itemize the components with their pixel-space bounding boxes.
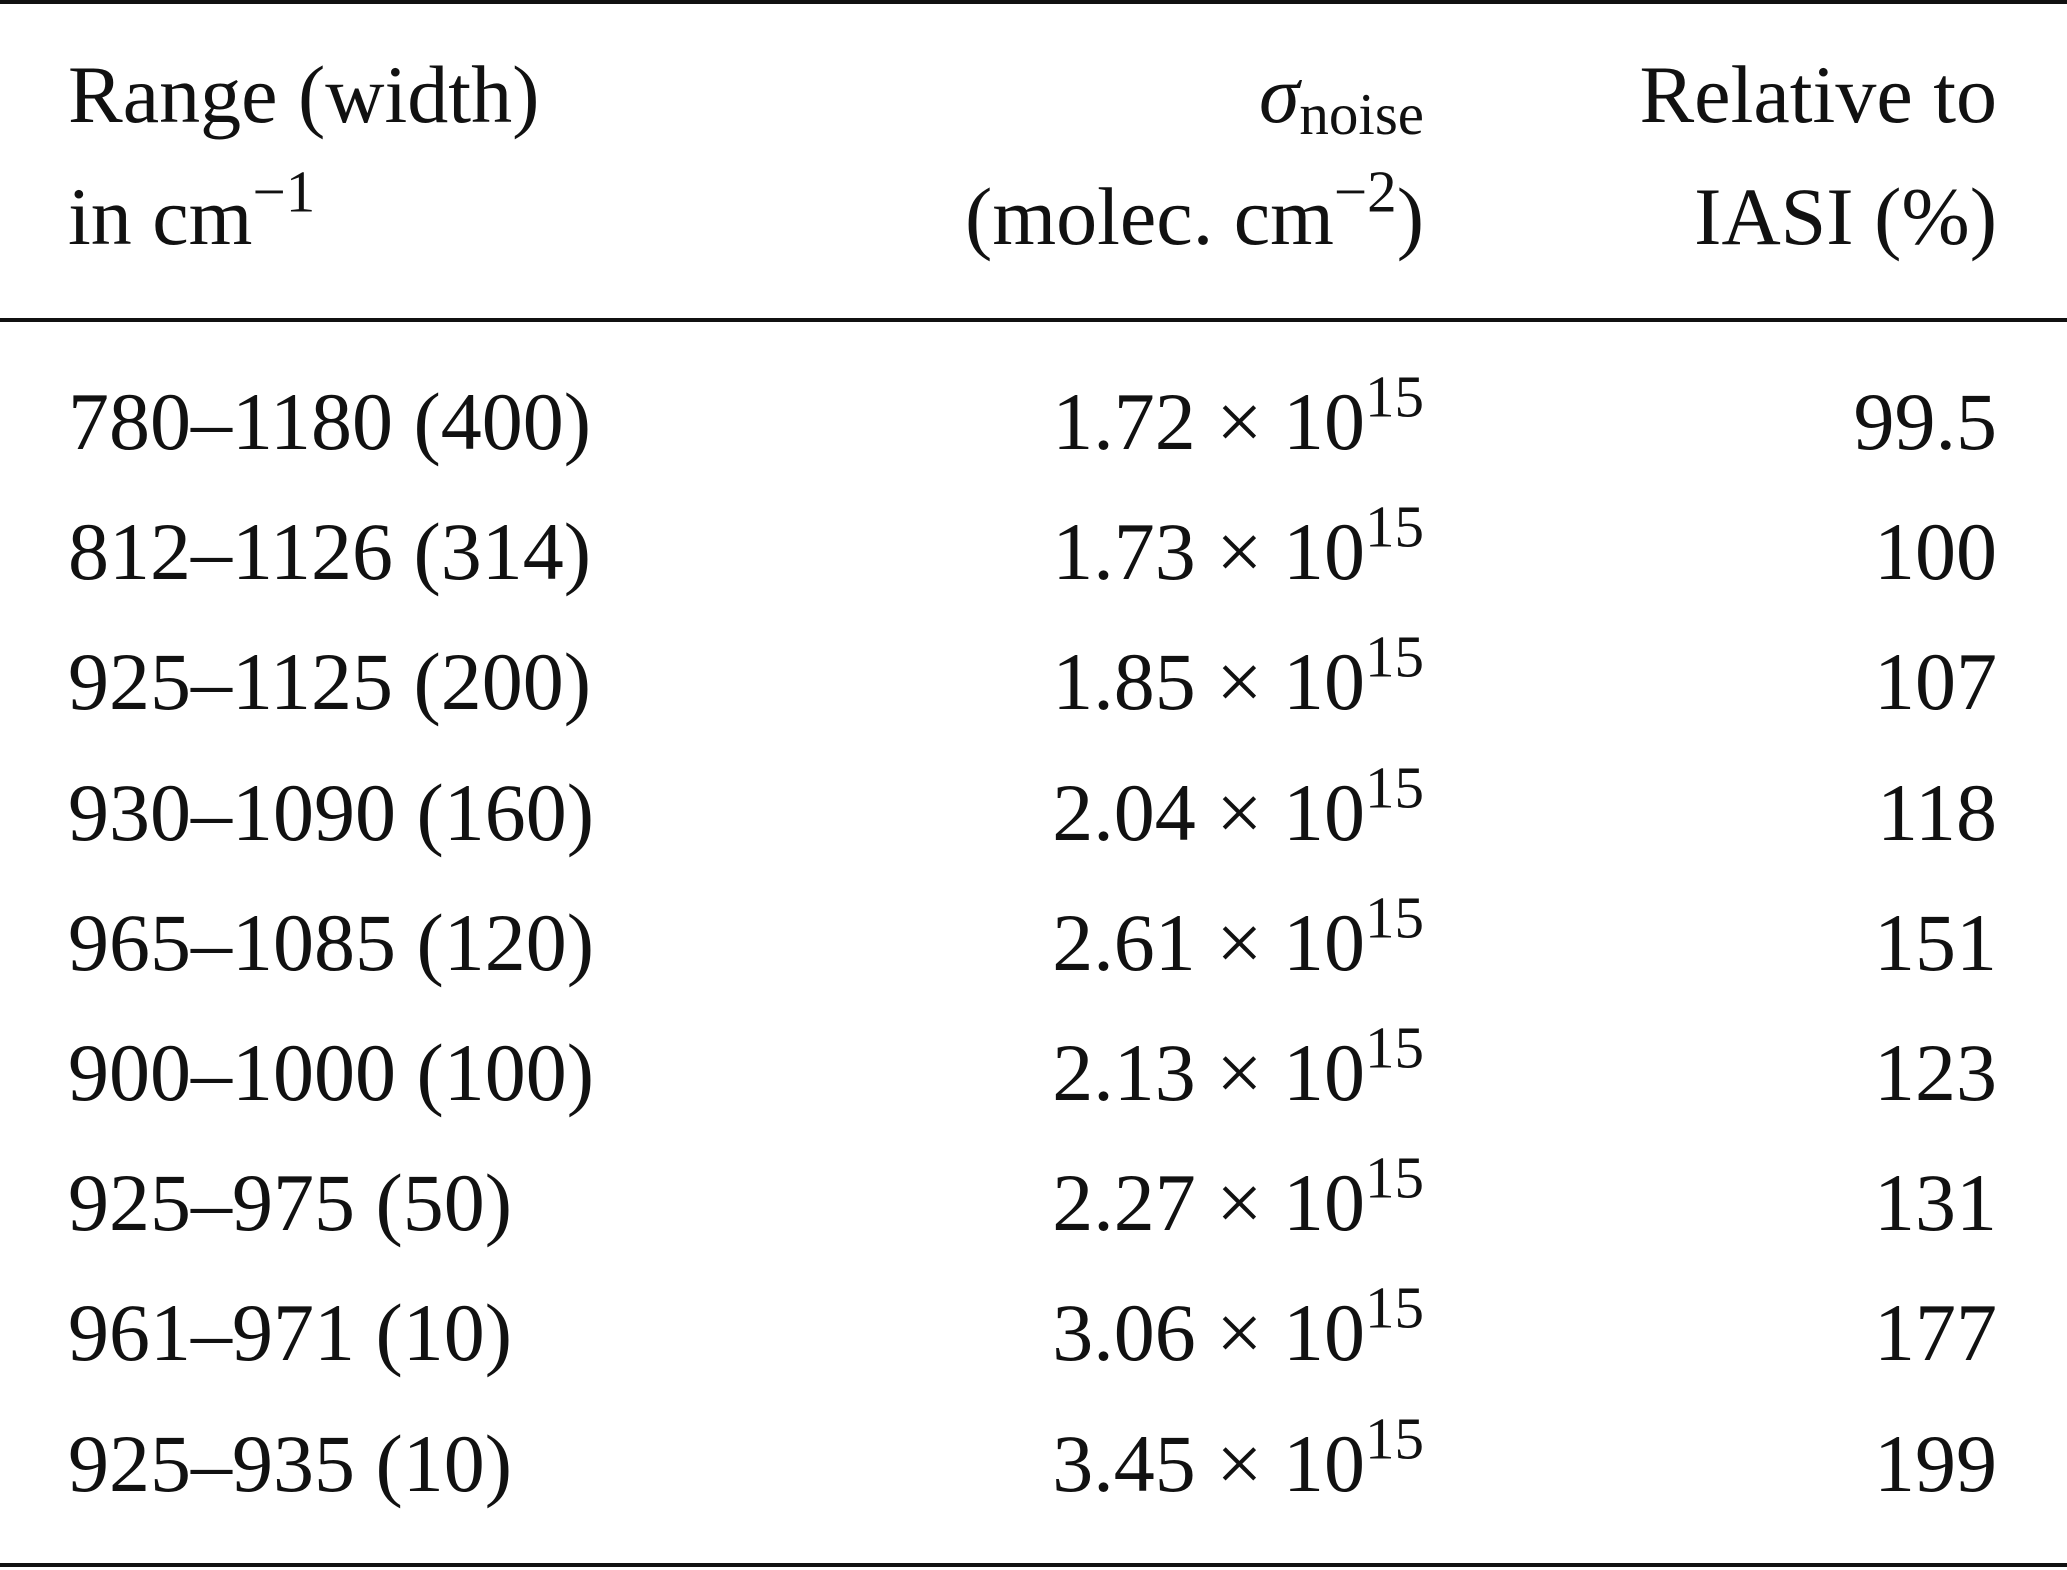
header-cell: σnoise bbox=[1259, 40, 1424, 150]
exponent: 15 bbox=[1364, 363, 1424, 430]
table-row: 965–1085 (120) 2.61 × 1015 151 bbox=[0, 888, 2067, 998]
sigma-cell: 1.72 × 1015 bbox=[1052, 367, 1424, 477]
text: (molec. cm bbox=[965, 171, 1334, 262]
mantissa: 2.61 × 10 bbox=[1052, 896, 1365, 988]
header-cell: (molec. cm−2) bbox=[965, 162, 1424, 272]
header-line: in cm−1 (molec. cm−2) IASI (%) bbox=[0, 162, 2067, 272]
header-cell: Range (width) bbox=[68, 40, 539, 150]
table-row: 925–935 (10) 3.45 × 1015 199 bbox=[0, 1409, 2067, 1519]
relative-cell: 131 bbox=[1874, 1157, 1997, 1249]
sigma-cell: 2.13 × 1015 bbox=[1052, 1018, 1424, 1128]
table-row: 780–1180 (400) 1.72 × 1015 99.5 bbox=[0, 367, 2067, 477]
exponent: 15 bbox=[1364, 1405, 1424, 1472]
text: σ bbox=[1258, 49, 1300, 140]
range-cell: 925–1125 (200) bbox=[68, 636, 592, 728]
range-cell: 965–1085 (120) bbox=[68, 896, 595, 988]
header-rule bbox=[0, 318, 2067, 322]
table-row: 812–1126 (314) 1.73 × 1015 100 bbox=[0, 497, 2067, 607]
top-rule bbox=[0, 0, 2067, 4]
range-cell: 930–1090 (160) bbox=[68, 766, 595, 858]
exponent: 15 bbox=[1364, 1274, 1424, 1341]
relative-cell: 100 bbox=[1874, 506, 1997, 598]
relative-cell: 123 bbox=[1874, 1027, 1997, 1118]
mantissa: 3.06 × 10 bbox=[1052, 1287, 1365, 1379]
header-cell: in cm−1 bbox=[68, 162, 315, 272]
sigma-cell: 2.27 × 1015 bbox=[1052, 1148, 1424, 1258]
table-row: 961–971 (10) 3.06 × 1015 177 bbox=[0, 1278, 2067, 1388]
text: ) bbox=[1396, 171, 1424, 262]
sigma-cell: 2.04 × 1015 bbox=[1052, 758, 1424, 868]
sigma-cell: 1.73 × 1015 bbox=[1052, 497, 1424, 607]
sigma-cell: 3.06 × 1015 bbox=[1052, 1278, 1424, 1388]
mantissa: 2.13 × 10 bbox=[1052, 1027, 1365, 1118]
sigma-cell: 2.61 × 1015 bbox=[1052, 888, 1424, 998]
relative-cell: 199 bbox=[1874, 1417, 1997, 1509]
mantissa: 2.27 × 10 bbox=[1052, 1157, 1365, 1249]
sigma-cell: 1.85 × 1015 bbox=[1052, 627, 1424, 737]
bottom-rule bbox=[0, 1563, 2067, 1567]
exponent: 15 bbox=[1364, 1144, 1424, 1211]
sigma-cell: 3.45 × 1015 bbox=[1052, 1409, 1424, 1519]
relative-cell: 177 bbox=[1874, 1287, 1997, 1379]
exponent: 15 bbox=[1364, 493, 1424, 560]
mantissa: 1.72 × 10 bbox=[1052, 376, 1365, 467]
relative-cell: 151 bbox=[1874, 896, 1997, 988]
mantissa: 1.85 × 10 bbox=[1052, 636, 1365, 728]
exponent: 15 bbox=[1364, 623, 1424, 690]
range-cell: 900–1000 (100) bbox=[68, 1027, 595, 1118]
mantissa: 3.45 × 10 bbox=[1052, 1417, 1365, 1509]
table-row: 925–1125 (200) 1.85 × 1015 107 bbox=[0, 627, 2067, 737]
mantissa: 2.04 × 10 bbox=[1052, 766, 1365, 858]
exponent: 15 bbox=[1364, 884, 1424, 951]
exponent: 15 bbox=[1364, 1014, 1424, 1081]
header-cell: Relative to bbox=[1639, 40, 1997, 150]
table-row: 900–1000 (100) 2.13 × 1015 123 bbox=[0, 1018, 2067, 1128]
superscript: −2 bbox=[1333, 158, 1397, 225]
relative-cell: 118 bbox=[1877, 766, 1997, 858]
exponent: 15 bbox=[1364, 754, 1424, 821]
header-line: Range (width) σnoise Relative to bbox=[0, 40, 2067, 150]
subscript: noise bbox=[1299, 80, 1424, 147]
range-cell: 961–971 (10) bbox=[68, 1287, 513, 1379]
text: Relative to bbox=[1639, 49, 1997, 140]
relative-cell: 99.5 bbox=[1853, 376, 1998, 467]
header-cell: IASI (%) bbox=[1694, 162, 1997, 272]
text: in cm bbox=[68, 171, 253, 262]
text: Range (width) bbox=[68, 49, 540, 140]
superscript: −1 bbox=[252, 158, 316, 225]
relative-cell: 107 bbox=[1874, 636, 1997, 728]
mantissa: 1.73 × 10 bbox=[1052, 506, 1365, 598]
range-cell: 812–1126 (314) bbox=[68, 506, 592, 598]
range-cell: 925–975 (50) bbox=[68, 1157, 513, 1249]
range-cell: 925–935 (10) bbox=[68, 1417, 513, 1509]
table-row: 925–975 (50) 2.27 × 1015 131 bbox=[0, 1148, 2067, 1258]
range-cell: 780–1180 (400) bbox=[68, 376, 592, 467]
table-row: 930–1090 (160) 2.04 × 1015 118 bbox=[0, 758, 2067, 868]
text: IASI (%) bbox=[1694, 171, 1997, 262]
